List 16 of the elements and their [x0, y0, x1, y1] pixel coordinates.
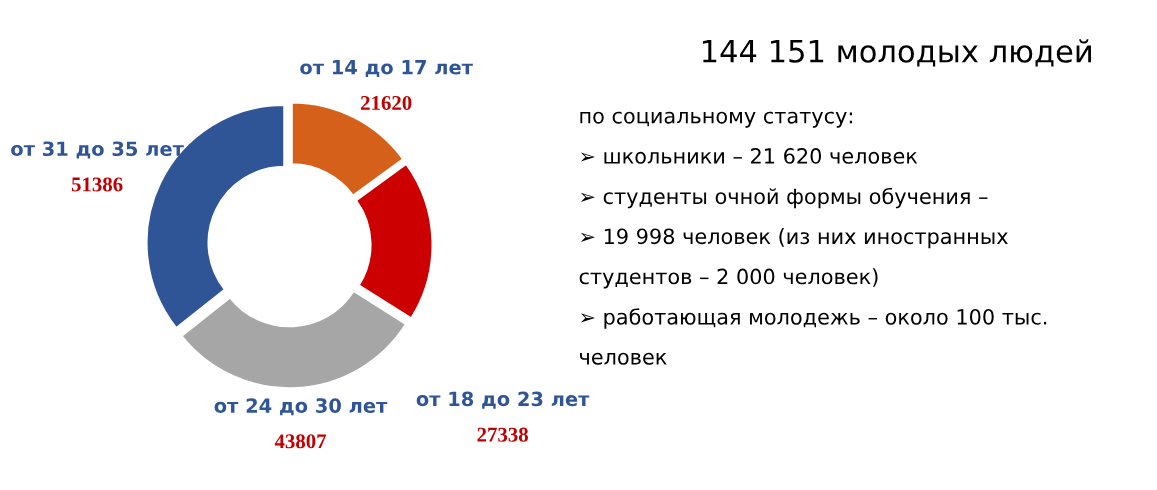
text: человек: [580, 352, 667, 365]
slice-label: от 24 до 30 лет: [214, 398, 388, 416]
data-label: 21620: [361, 95, 412, 110]
slice-label: от 18 до 23 лет: [416, 391, 590, 409]
text: ➢ работающая молодежь – около 100 тыс.: [580, 308, 1047, 329]
data-label: 27338: [477, 427, 528, 442]
slice-label: от 31 до 35 лет: [11, 141, 184, 159]
data-label: 51386: [71, 177, 123, 192]
text: 144 151 молодых людей: [702, 39, 1091, 67]
text: студентов – 2 000 человек): [579, 268, 878, 289]
text: ➢ школьники – 21 620 человек: [580, 148, 918, 164]
text: ➢ студенты очной формы обучения –: [580, 187, 988, 209]
slice-label: от 14 до 17 лет: [300, 60, 473, 77]
text: ➢ 19 998 человек (из них иностранных: [580, 228, 1008, 249]
data-label: 43807: [274, 434, 327, 449]
text: по социальному статусу:: [580, 111, 852, 128]
